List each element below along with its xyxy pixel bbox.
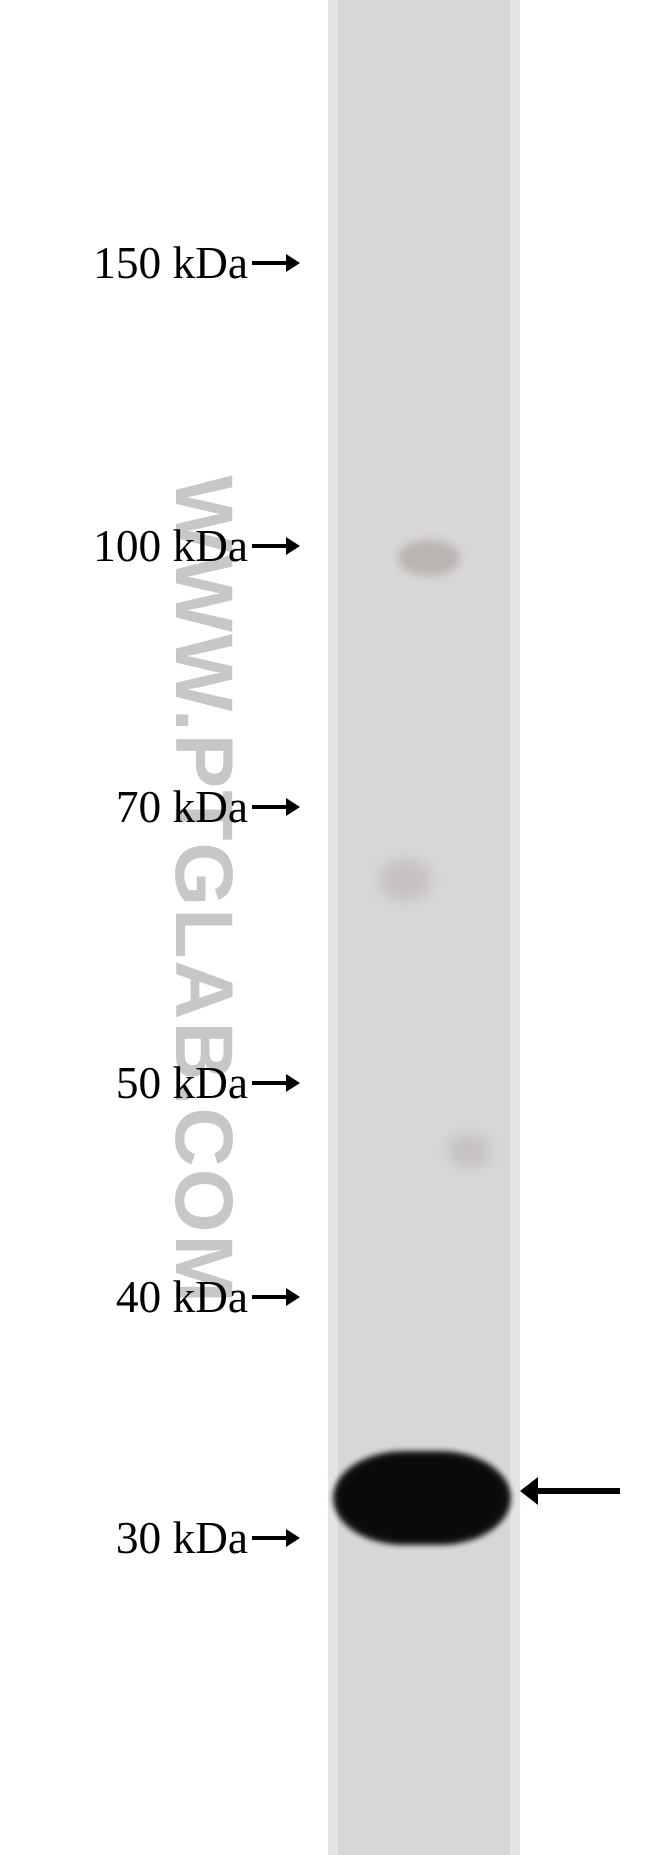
- mw-marker-label: 150 kDa: [93, 237, 248, 289]
- faint-band: [398, 540, 460, 576]
- mw-marker: 50 kDa: [10, 1057, 300, 1109]
- faint-band: [449, 1135, 489, 1167]
- lane-highlight-right: [510, 0, 520, 1855]
- mw-marker-label: 40 kDa: [116, 1271, 248, 1323]
- blot-lane: [328, 0, 520, 1855]
- mw-marker: 30 kDa: [10, 1512, 300, 1564]
- arrow-right-icon: [252, 1523, 300, 1553]
- mw-marker-label: 70 kDa: [116, 781, 248, 833]
- band-indicator-arrow: [518, 1475, 622, 1507]
- arrow-right-icon: [252, 792, 300, 822]
- mw-marker-label: 100 kDa: [93, 520, 248, 572]
- protein-band: [340, 1457, 504, 1539]
- arrow-right-icon: [252, 531, 300, 561]
- western-blot-figure: WWW.PTGLAB.COM 150 kDa 100 kDa 70 kDa 50 kD…: [0, 0, 650, 1855]
- mw-marker: 100 kDa: [10, 520, 300, 572]
- arrow-right-icon: [252, 1068, 300, 1098]
- arrow-right-icon: [252, 1282, 300, 1312]
- mw-marker-label: 30 kDa: [116, 1512, 248, 1564]
- lane-highlight-left: [328, 0, 338, 1855]
- faint-band: [380, 860, 430, 900]
- arrow-right-icon: [252, 248, 300, 278]
- watermark-text: WWW.PTGLAB.COM: [156, 475, 250, 1305]
- mw-marker: 40 kDa: [10, 1271, 300, 1323]
- mw-marker: 150 kDa: [10, 237, 300, 289]
- mw-marker-label: 50 kDa: [116, 1057, 248, 1109]
- mw-marker: 70 kDa: [10, 781, 300, 833]
